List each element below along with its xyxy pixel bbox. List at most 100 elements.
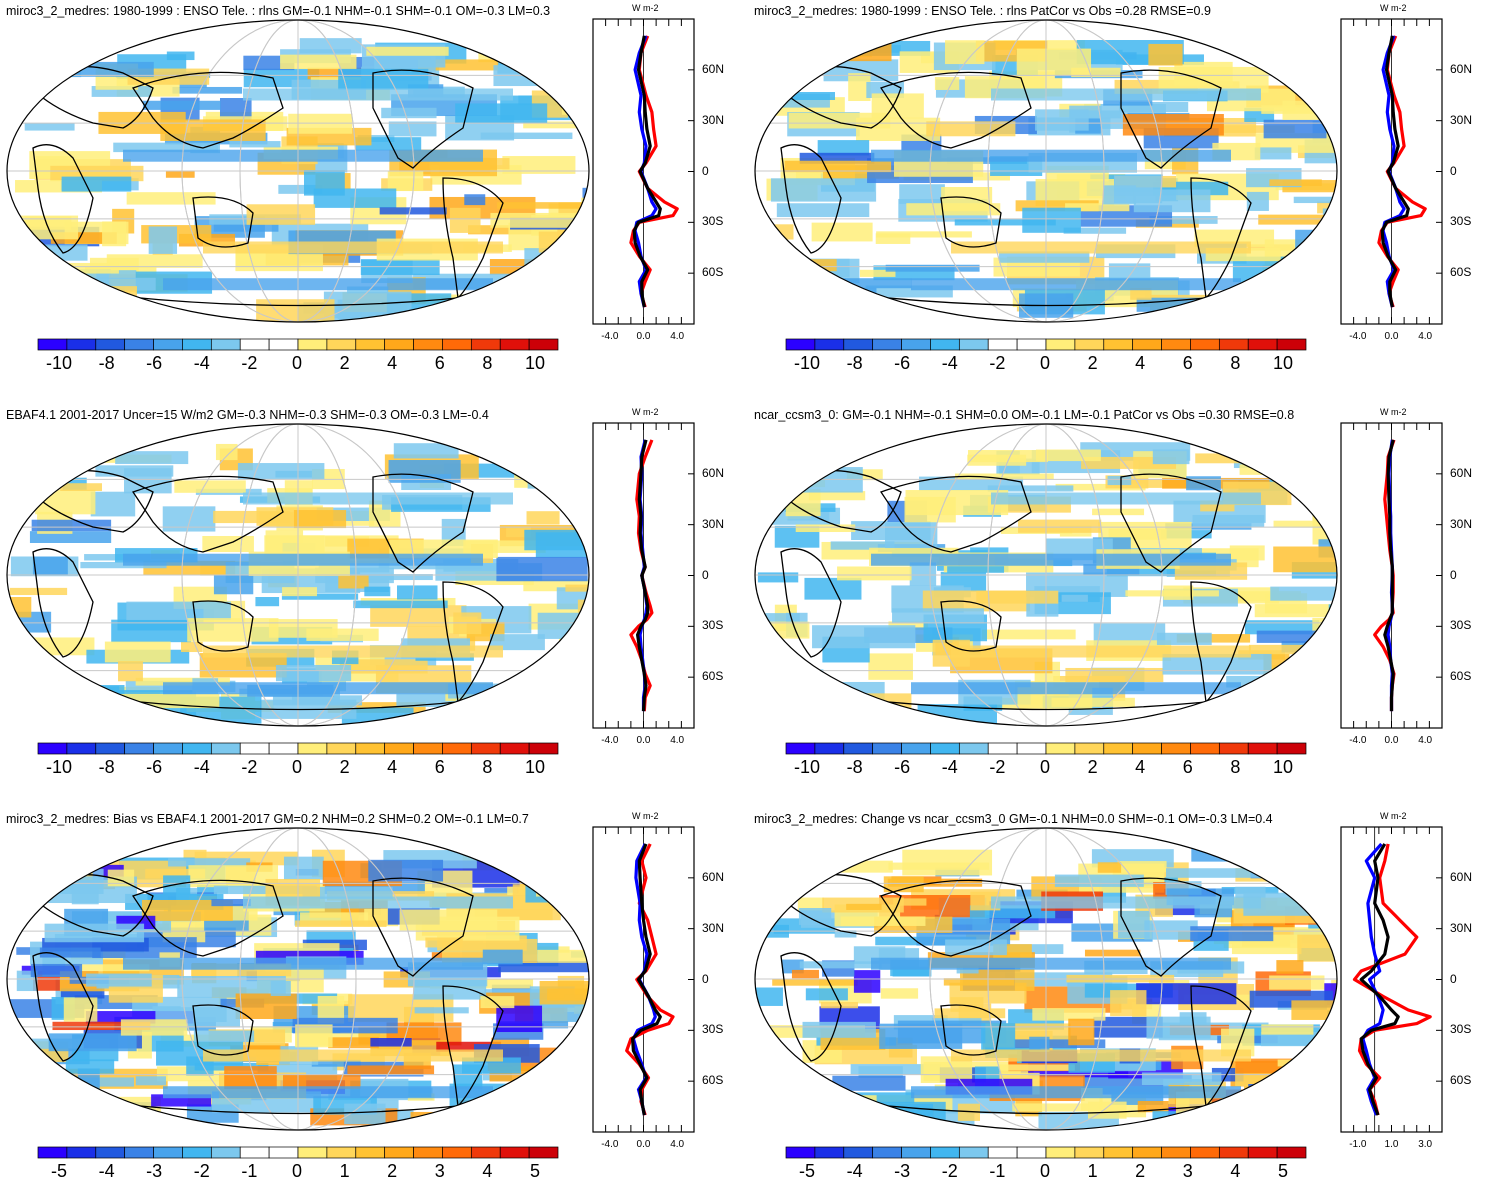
colorbar-tick-label: -8 (847, 757, 863, 778)
chart-panel-3: EBAF4.1 2001-2017 Uncer=15 W/m2 GM=-0.3 … (0, 404, 740, 798)
colorbar-swatch (240, 743, 269, 754)
colorbar-swatch (1046, 339, 1075, 350)
colorbar-swatch (930, 339, 959, 350)
colorbar-tick-label: 8 (482, 757, 492, 778)
colorbar-swatch (959, 1147, 988, 1158)
colorbar-swatch (154, 743, 183, 754)
profile-x-tick-label: -1.0 (1349, 1139, 1366, 1150)
colorbar-swatch (414, 339, 443, 350)
colorbar-swatch (298, 743, 327, 754)
colorbar-swatch (959, 743, 988, 754)
lat-tick-label: 30S (702, 618, 723, 632)
colorbar-swatch (298, 339, 327, 350)
colorbar-swatch (988, 1147, 1017, 1158)
colorbar-swatch (786, 743, 815, 754)
profile-x-tick-label: 0.0 (1385, 331, 1399, 342)
colorbar-swatch (414, 743, 443, 754)
colorbar-swatch (327, 743, 356, 754)
colorbar-tick-label: -6 (894, 757, 910, 778)
profile-x-tick-label: 4.0 (670, 1139, 684, 1150)
colorbar-swatch (988, 339, 1017, 350)
colorbar-swatch (1104, 743, 1133, 754)
lat-tick-label: 60N (702, 466, 724, 480)
lat-tick-label: 60S (1450, 265, 1471, 279)
chart-panel-1: miroc3_2_medres: 1980-1999 : ENSO Tele. … (0, 0, 740, 394)
colorbar-swatch (1162, 339, 1191, 350)
colorbar-swatch (154, 339, 183, 350)
profile-unit-label: W m-2 (1380, 407, 1407, 417)
lat-tick-label: 60N (1450, 870, 1472, 884)
lat-tick-label: 0 (1450, 972, 1457, 986)
lat-tick-label: 60S (702, 265, 723, 279)
colorbar-tick-label: -1 (989, 1161, 1005, 1182)
colorbar-swatch (1075, 339, 1104, 350)
colorbar-tick-label: -8 (99, 757, 115, 778)
profile-x-tick-label: 0.0 (637, 331, 651, 342)
colorbar-swatch (786, 339, 815, 350)
colorbar-tick-label: 1 (1088, 1161, 1098, 1182)
lat-tick-label: 0 (702, 972, 709, 986)
profile-x-tick-label: 4.0 (1418, 331, 1432, 342)
profile-x-tick-label: -4.0 (601, 1139, 618, 1150)
colorbar-tick-label: 4 (387, 353, 397, 374)
colorbar-tick-label: 5 (530, 1161, 540, 1182)
chart-panel-6: miroc3_2_medres: Change vs ncar_ccsm3_0 … (748, 808, 1485, 1202)
panel-title: miroc3_2_medres: Bias vs EBAF4.1 2001-20… (6, 812, 529, 826)
colorbar-tick-label: 4 (1135, 353, 1145, 374)
colorbar-swatch (873, 339, 902, 350)
colorbar-swatch (269, 339, 298, 350)
colorbar-tick-label: 4 (387, 757, 397, 778)
colorbar-tick-label: 0 (292, 353, 302, 374)
colorbar-swatch (125, 743, 154, 754)
zonal-mean-profile (1340, 422, 1444, 730)
lat-tick-label: 60S (702, 669, 723, 683)
colorbar-tick-label: 3 (1183, 1161, 1193, 1182)
profile-unit-label: W m-2 (632, 407, 659, 417)
lat-tick-label: 0 (1450, 568, 1457, 582)
colorbar-swatch (902, 1147, 931, 1158)
panel-title: ncar_ccsm3_0: GM=-0.1 NHM=-0.1 SHM=0.0 O… (754, 408, 1294, 422)
lat-tick-label: 0 (702, 568, 709, 582)
colorbar-swatch (988, 743, 1017, 754)
colorbar (785, 1146, 1307, 1159)
panel-title: miroc3_2_medres: 1980-1999 : ENSO Tele. … (754, 4, 1211, 18)
colorbar-tick-label: 5 (1278, 1161, 1288, 1182)
colorbar-tick-label: 2 (1088, 757, 1098, 778)
colorbar-swatch (500, 743, 529, 754)
colorbar-swatch (67, 743, 96, 754)
colorbar-swatch (240, 339, 269, 350)
colorbar-swatch (67, 1147, 96, 1158)
colorbar-swatch (96, 743, 125, 754)
colorbar-swatch (930, 743, 959, 754)
colorbar-tick-label: -2 (241, 757, 257, 778)
colorbar-swatch (959, 339, 988, 350)
colorbar-tick-label: 6 (435, 353, 445, 374)
colorbar-tick-label: -8 (847, 353, 863, 374)
colorbar-swatch (815, 743, 844, 754)
colorbar-swatch (873, 743, 902, 754)
colorbar-swatch (182, 1147, 211, 1158)
chart-panel-4: ncar_ccsm3_0: GM=-0.1 NHM=-0.1 SHM=0.0 O… (748, 404, 1485, 798)
colorbar-tick-label: -4 (194, 353, 210, 374)
colorbar-swatch (786, 1147, 815, 1158)
colorbar-tick-label: 4 (1135, 757, 1145, 778)
profile-x-tick-label: 0.0 (637, 735, 651, 746)
colorbar-swatch (154, 1147, 183, 1158)
colorbar-swatch (873, 1147, 902, 1158)
colorbar-swatch (211, 743, 240, 754)
colorbar-swatch (930, 1147, 959, 1158)
lat-tick-label: 60N (1450, 466, 1472, 480)
colorbar (37, 1146, 559, 1159)
world-map (751, 422, 1341, 728)
lat-tick-label: 30N (702, 517, 724, 531)
colorbar-swatch (327, 339, 356, 350)
colorbar-tick-label: -10 (794, 757, 820, 778)
colorbar-tick-label: 2 (340, 353, 350, 374)
colorbar-swatch (182, 743, 211, 754)
colorbar-swatch (1046, 743, 1075, 754)
colorbar-tick-label: 8 (1230, 757, 1240, 778)
colorbar-tick-label: -8 (99, 353, 115, 374)
profile-x-tick-label: -4.0 (601, 735, 618, 746)
lat-tick-label: 60S (702, 1073, 723, 1087)
colorbar-swatch (471, 743, 500, 754)
